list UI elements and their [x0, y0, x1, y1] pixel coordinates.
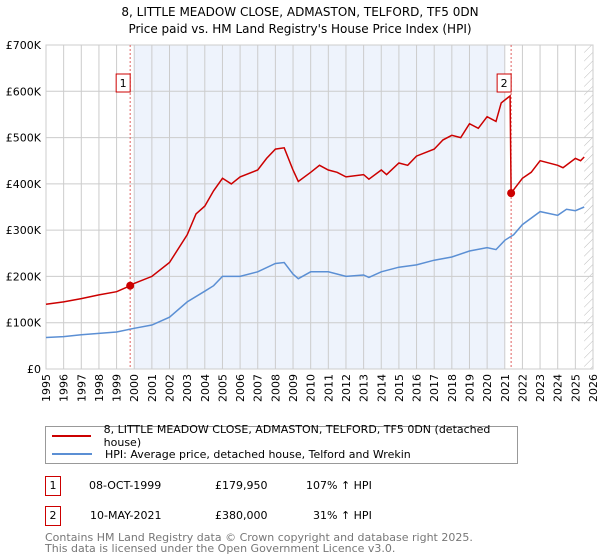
x-tick-label: 2015: [393, 374, 406, 402]
legend-item-hpi: HPI: Average price, detached house, Telf…: [46, 445, 411, 463]
x-tick-label: 2003: [181, 374, 194, 402]
sale-label-box: [115, 73, 131, 93]
sale-price: £179,950: [215, 479, 268, 492]
x-tick-label: 2005: [216, 374, 229, 402]
sale-label-box: [496, 73, 512, 93]
legend: 8, LITTLE MEADOW CLOSE, ADMASTON, TELFOR…: [45, 423, 518, 464]
sale-marker-1: 1: [45, 476, 61, 496]
y-tick-label: £200K: [6, 270, 42, 283]
y-tick-label: £300K: [6, 224, 42, 237]
x-tick-label: 2014: [375, 374, 388, 402]
x-tick-label: 2022: [516, 374, 529, 402]
x-tick-label: 2011: [322, 374, 335, 402]
sale-hpi: 31% ↑ HPI: [313, 509, 372, 522]
y-tick-label: £500K: [6, 132, 42, 145]
footer-line: Contains HM Land Registry data © Crown c…: [45, 531, 473, 544]
price-chart: 8, LITTLE MEADOW CLOSE, ADMASTON, TELFOR…: [6, 5, 600, 402]
sale-label: 1: [120, 77, 127, 90]
sale-hpi: 107% ↑ HPI: [306, 479, 372, 492]
x-tick-label: 2006: [234, 374, 247, 402]
sale-date: 08-OCT-1999: [89, 479, 162, 492]
sale-point: [126, 281, 135, 290]
x-tick-label: 1998: [93, 374, 106, 402]
red-line-swatch: [52, 435, 91, 437]
x-tick-label: 2004: [199, 374, 212, 402]
series-line: [45, 206, 585, 339]
legend-label: 8, LITTLE MEADOW CLOSE, ADMASTON, TELFOR…: [103, 423, 491, 449]
x-tick-label: 1999: [111, 374, 124, 402]
sale-date: 10-MAY-2021: [90, 509, 162, 522]
plot-frame: [45, 44, 594, 370]
x-tick-label: 2009: [287, 374, 300, 402]
blue-line-swatch: [52, 453, 92, 455]
footer: Contains HM Land Registry data © Crown c…: [45, 532, 473, 554]
y-tick-label: £400K: [6, 178, 42, 191]
x-tick-label: 2020: [481, 374, 494, 402]
x-tick-label: 2000: [128, 374, 141, 402]
x-tick-label: 2019: [463, 374, 476, 402]
chart-title: 8, LITTLE MEADOW CLOSE, ADMASTON, TELFOR…: [121, 5, 478, 19]
x-tick-label: 2026: [587, 374, 600, 402]
sale-point: [507, 189, 516, 198]
y-tick-label: £100K: [6, 317, 42, 330]
legend-label: HPI: Average price, detached house, Telf…: [105, 447, 411, 461]
x-tick-label: 1995: [40, 374, 53, 402]
sale-label: 2: [501, 77, 508, 90]
footer-line: This data is licensed under the Open Gov…: [45, 542, 396, 555]
x-tick-label: 2002: [164, 374, 177, 402]
y-tick-label: £600K: [6, 85, 42, 98]
y-tick-label: £0: [27, 363, 41, 376]
x-tick-label: 2013: [358, 374, 371, 402]
legend-item-property: 8, LITTLE MEADOW CLOSE, ADMASTON, TELFOR…: [46, 423, 517, 449]
x-tick-label: 2016: [411, 374, 424, 402]
x-tick-label: 1997: [75, 374, 88, 402]
x-tick-label: 2021: [499, 374, 512, 402]
x-tick-label: 2018: [446, 374, 459, 402]
x-tick-label: 1996: [58, 374, 71, 402]
x-tick-label: 2024: [552, 374, 565, 402]
sale-marker-2: 2: [45, 506, 61, 526]
forecast-hatch: [584, 45, 593, 369]
x-tick-label: 2012: [340, 374, 353, 402]
x-tick-label: 2008: [269, 374, 282, 402]
x-tick-label: 2025: [569, 374, 582, 402]
y-tick-label: £700K: [6, 39, 42, 52]
x-tick-label: 2017: [428, 374, 441, 402]
x-tick-label: 2001: [146, 374, 159, 402]
chart-subtitle: Price paid vs. HM Land Registry's House …: [128, 22, 471, 36]
x-tick-label: 2010: [305, 374, 318, 402]
series-line: [45, 94, 585, 305]
shaded-period: [134, 45, 505, 369]
x-tick-label: 2007: [252, 374, 265, 402]
x-tick-label: 2023: [534, 374, 547, 402]
sale-price: £380,000: [215, 509, 268, 522]
